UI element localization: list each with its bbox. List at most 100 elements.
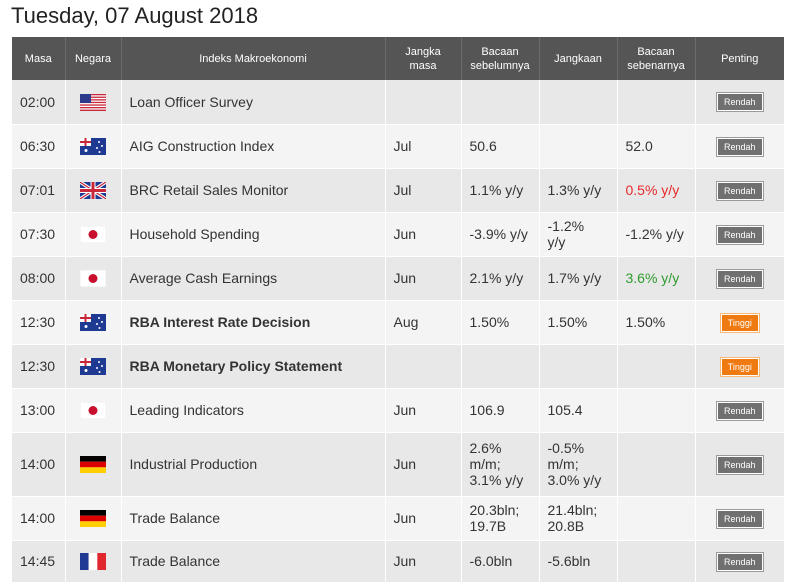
importance-badge: Rendah: [716, 225, 763, 244]
table-row[interactable]: 14:00 Trade Balance Jun 20.3bln; 19.7B 21…: [12, 496, 784, 541]
col-header-previous-line2: sebelumnya: [470, 59, 530, 72]
importance-badge: Rendah: [716, 401, 763, 420]
cell-actual: [617, 496, 696, 541]
cell-actual: [617, 540, 696, 583]
page-title: Tuesday, 07 August 2018: [11, 3, 259, 28]
col-header-previous[interactable]: Bacaan sebelumnya: [461, 37, 540, 80]
table-row[interactable]: 14:45 Trade Balance Jun -6.0bln -5.6bln …: [12, 540, 784, 583]
col-header-period[interactable]: Jangka masa: [385, 37, 462, 80]
cell-actual: 3.6% y/y: [617, 256, 696, 301]
col-header-importance[interactable]: Penting: [695, 37, 784, 80]
cell-time: 08:00: [12, 256, 66, 301]
cell-actual: 0.5% y/y: [617, 168, 696, 213]
cell-indicator[interactable]: Loan Officer Survey: [121, 80, 386, 125]
cell-previous: [461, 80, 540, 125]
table-row[interactable]: 14:00 Industrial Production Jun 2.6% m/m;…: [12, 432, 784, 497]
cell-previous: 2.6% m/m; 3.1% y/y: [461, 432, 540, 497]
cell-time: 12:30: [12, 300, 66, 345]
cell-indicator[interactable]: Trade Balance: [121, 540, 386, 583]
table-row[interactable]: 07:30 Household Spending Jun -3.9% y/y -…: [12, 212, 784, 257]
jp-flag-icon: [80, 225, 106, 243]
col-header-actual[interactable]: Bacaan sebenarnya: [617, 37, 696, 80]
col-header-period-line2: masa: [409, 59, 437, 72]
cell-actual: [617, 432, 696, 497]
cell-forecast: 21.4bln; 20.8B: [539, 496, 618, 541]
cell-indicator[interactable]: AIG Construction Index: [121, 124, 386, 169]
col-header-actual-line2: sebenarnya: [627, 59, 685, 72]
cell-forecast-line3: 3.0% y/y: [547, 472, 602, 488]
cell-period: Jun: [385, 540, 462, 583]
cell-forecast-line1: 21.4bln;: [547, 502, 598, 518]
cell-indicator[interactable]: Leading Indicators: [121, 388, 386, 433]
cell-time: 06:30: [12, 124, 66, 169]
cell-previous: -3.9% y/y: [461, 212, 540, 257]
importance-badge: Rendah: [716, 93, 763, 112]
cell-actual: 1.50%: [617, 300, 696, 345]
cell-time: 14:00: [12, 496, 66, 541]
table-row[interactable]: 07:01 BRC Retail Sales Monitor Jul 1.1% …: [12, 168, 784, 213]
col-header-country[interactable]: Negara: [65, 37, 122, 80]
cell-indicator[interactable]: RBA Monetary Policy Statement: [121, 344, 386, 389]
cell-forecast-line2: 20.8B: [547, 518, 585, 534]
cell-previous: [461, 344, 540, 389]
cell-time: 14:00: [12, 432, 66, 497]
cell-forecast: -0.5% m/m; 3.0% y/y: [539, 432, 618, 497]
cell-period: Jun: [385, 432, 462, 497]
importance-badge: Tinggi: [720, 313, 759, 332]
col-header-time[interactable]: Masa: [12, 37, 66, 80]
table-row[interactable]: 06:30 AIG Construction Index Jul 50.6 52…: [12, 124, 784, 169]
cell-actual: [617, 344, 696, 389]
cell-forecast: -5.6bln: [539, 540, 618, 583]
cell-time: 14:45: [12, 540, 66, 583]
de-flag-icon: [80, 509, 106, 527]
cell-indicator[interactable]: RBA Interest Rate Decision: [121, 300, 386, 345]
importance-badge: Tinggi: [720, 357, 759, 376]
table-row[interactable]: 08:00 Average Cash Earnings Jun 2.1% y/y…: [12, 256, 784, 301]
jp-flag-icon: [80, 269, 106, 287]
economic-calendar-table: Masa Negara Indeks Makroekonomi Jangka ma…: [12, 37, 784, 583]
cell-indicator[interactable]: BRC Retail Sales Monitor: [121, 168, 386, 213]
table-row[interactable]: 13:00 Leading Indicators Jun 106.9 105.4…: [12, 388, 784, 433]
de-flag-icon: [80, 455, 106, 473]
cell-forecast: [539, 344, 618, 389]
au-flag-icon: [80, 313, 106, 331]
cell-previous: 1.50%: [461, 300, 540, 345]
cell-previous: 106.9: [461, 388, 540, 433]
col-header-period-line1: Jangka: [405, 45, 441, 58]
cell-forecast-line1: -1.2%: [547, 218, 585, 234]
jp-flag-icon: [80, 401, 106, 419]
cell-forecast: 1.50%: [539, 300, 618, 345]
cell-forecast: [539, 124, 618, 169]
cell-period: Jun: [385, 496, 462, 541]
cell-forecast: 105.4: [539, 388, 618, 433]
us-flag-icon: [80, 93, 106, 111]
col-header-previous-line1: Bacaan: [481, 45, 519, 58]
cell-previous-line2: m/m;: [469, 456, 501, 472]
cell-time: 12:30: [12, 344, 66, 389]
col-header-forecast[interactable]: Jangkaan: [539, 37, 618, 80]
table-row[interactable]: 12:30 RBA Interest Rate Decision Aug 1.5…: [12, 300, 784, 345]
importance-badge: Rendah: [716, 552, 763, 571]
cell-forecast: 1.7% y/y: [539, 256, 618, 301]
table-header-row: Masa Negara Indeks Makroekonomi Jangka ma…: [12, 37, 784, 80]
cell-indicator[interactable]: Industrial Production: [121, 432, 386, 497]
cell-previous: 1.1% y/y: [461, 168, 540, 213]
table-row[interactable]: 12:30 RBA Monetary Policy Statement Ting…: [12, 344, 784, 389]
col-header-indicator[interactable]: Indeks Makroekonomi: [121, 37, 386, 80]
cell-previous: 20.3bln; 19.7B: [461, 496, 540, 541]
cell-previous: 50.6: [461, 124, 540, 169]
au-flag-icon: [80, 357, 106, 375]
cell-previous-line2: 19.7B: [469, 518, 507, 534]
cell-indicator[interactable]: Trade Balance: [121, 496, 386, 541]
cell-period: Jul: [385, 124, 462, 169]
cell-period: Jul: [385, 168, 462, 213]
au-flag-icon: [80, 137, 106, 155]
importance-badge: Rendah: [716, 269, 763, 288]
cell-indicator[interactable]: Household Spending: [121, 212, 386, 257]
cell-actual: 52.0: [617, 124, 696, 169]
cell-forecast-line1: -0.5%: [547, 440, 585, 456]
cell-indicator[interactable]: Average Cash Earnings: [121, 256, 386, 301]
table-row[interactable]: 02:00 Loan Officer Survey Rendah: [12, 80, 784, 125]
cell-actual: [617, 388, 696, 433]
cell-time: 02:00: [12, 80, 66, 125]
